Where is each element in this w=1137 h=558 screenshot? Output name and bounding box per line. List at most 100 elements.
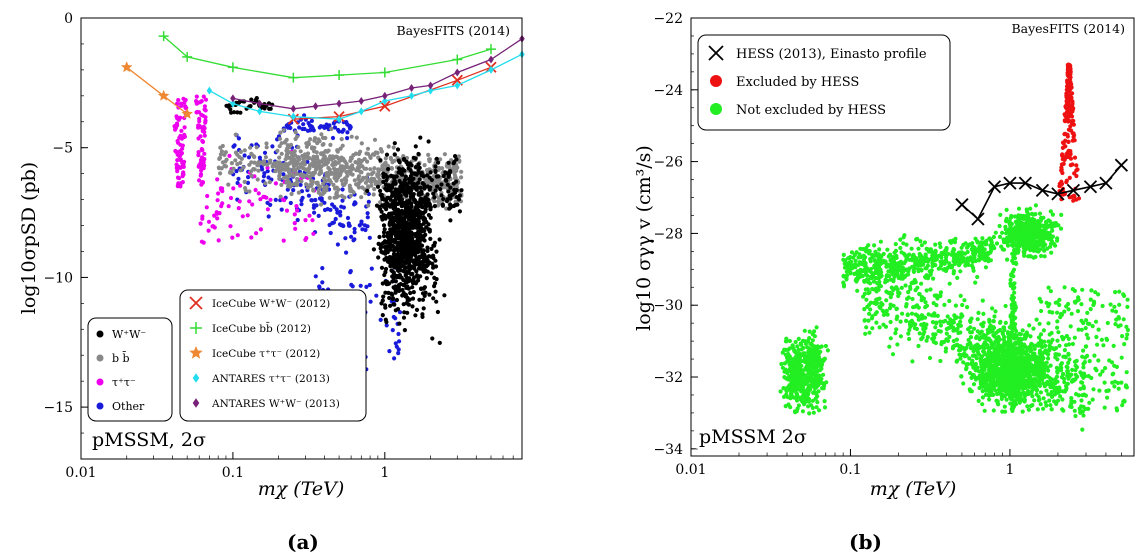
point-bb <box>355 183 360 188</box>
point-tau <box>292 212 297 217</box>
point-not-excluded <box>877 325 882 330</box>
point-not-excluded <box>804 389 809 394</box>
point-ww <box>226 104 231 109</box>
point-not-excluded <box>980 354 985 359</box>
point-not-excluded <box>799 352 804 357</box>
point-ww <box>429 177 434 183</box>
point-ww <box>439 182 444 187</box>
point-not-excluded <box>868 307 873 312</box>
point-bb <box>233 150 239 155</box>
point-bb <box>391 145 396 150</box>
point-bb <box>263 155 268 160</box>
point-bb <box>355 161 360 166</box>
point-not-excluded <box>1042 384 1047 389</box>
point-not-excluded <box>970 263 975 268</box>
point-tau <box>256 191 261 196</box>
point-bb <box>339 155 344 160</box>
point-not-excluded <box>930 336 935 341</box>
point-ww <box>380 250 385 255</box>
point-ww <box>427 187 432 192</box>
point-not-excluded <box>782 361 787 366</box>
point-ww <box>389 221 394 226</box>
xtick-label-a-0: 0.01 <box>65 465 96 481</box>
point-bb <box>338 171 343 176</box>
point-not-excluded <box>811 351 816 357</box>
point-ww <box>229 110 234 115</box>
limit-marker-1 <box>158 31 169 42</box>
point-ww <box>433 281 438 286</box>
point-not-excluded <box>863 331 868 336</box>
point-tau <box>194 94 199 99</box>
point-ww <box>423 232 428 237</box>
point-tau <box>179 128 184 133</box>
point-bb <box>376 174 381 179</box>
point-not-excluded <box>893 242 898 247</box>
point-tau <box>254 231 259 236</box>
point-ww <box>381 171 386 176</box>
point-not-excluded <box>953 236 958 241</box>
point-not-excluded <box>802 328 807 333</box>
point-ww <box>404 244 409 249</box>
point-not-excluded <box>877 253 882 258</box>
point-not-excluded <box>794 374 799 379</box>
point-not-excluded <box>811 347 816 352</box>
point-bb <box>251 167 256 172</box>
point-ww <box>378 246 383 251</box>
point-other <box>313 274 318 279</box>
point-not-excluded <box>951 269 956 274</box>
point-ww <box>446 160 451 165</box>
point-not-excluded <box>814 405 819 410</box>
point-not-excluded <box>899 250 904 255</box>
point-not-excluded <box>787 383 792 388</box>
point-not-excluded <box>875 301 880 306</box>
point-not-excluded <box>984 238 989 243</box>
point-ww <box>386 167 391 172</box>
point-other <box>374 293 379 298</box>
point-ww <box>397 188 402 194</box>
point-not-excluded <box>936 328 941 334</box>
point-ww <box>412 251 417 257</box>
point-bb <box>317 172 322 177</box>
point-not-excluded <box>956 263 962 268</box>
point-other <box>397 310 403 315</box>
point-bb <box>226 182 231 187</box>
point-tau <box>265 207 270 212</box>
point-bb <box>372 186 377 192</box>
point-bb <box>307 155 312 161</box>
point-ww <box>447 193 452 198</box>
point-not-excluded <box>976 257 981 262</box>
point-ww <box>401 226 406 232</box>
point-not-excluded <box>962 351 967 356</box>
point-ww <box>432 204 437 209</box>
point-not-excluded <box>855 288 860 293</box>
point-other <box>369 266 374 271</box>
point-bb <box>295 176 300 182</box>
point-other <box>311 203 317 208</box>
point-ww <box>388 203 393 208</box>
point-ww <box>376 255 381 260</box>
point-bb <box>218 145 223 150</box>
point-bb <box>378 200 383 205</box>
point-tau <box>282 198 287 203</box>
legend-left-label-1: b b̄ <box>112 352 130 365</box>
point-not-excluded <box>909 246 914 251</box>
limit-marker-3 <box>427 86 434 95</box>
point-tau <box>176 98 181 103</box>
point-not-excluded <box>866 243 871 248</box>
point-bb <box>293 130 298 135</box>
point-not-excluded <box>841 280 846 285</box>
point-ww <box>383 214 389 219</box>
point-not-excluded <box>960 313 965 319</box>
point-ww <box>419 203 424 208</box>
limit-marker-3 <box>408 91 415 100</box>
point-ww <box>396 158 401 163</box>
point-tau <box>198 173 203 178</box>
point-not-excluded <box>958 356 963 361</box>
point-not-excluded <box>866 318 871 323</box>
point-bb <box>296 165 301 171</box>
point-not-excluded <box>865 287 870 292</box>
point-not-excluded <box>957 352 962 357</box>
point-ww <box>392 218 397 223</box>
point-not-excluded <box>917 251 922 257</box>
point-other <box>317 196 323 201</box>
